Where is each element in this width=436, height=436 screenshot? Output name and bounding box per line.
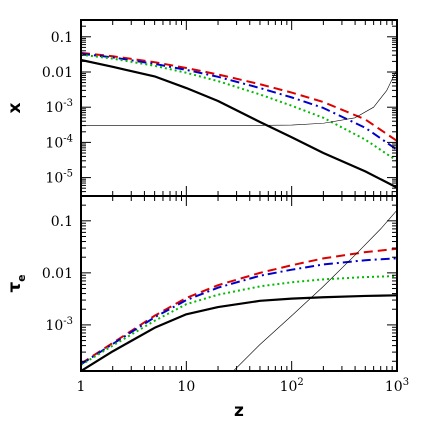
series-line-4 [81, 58, 397, 189]
plot-frame [80, 19, 398, 197]
x-axis-title: z [234, 401, 244, 421]
y-axis-title: x [5, 102, 25, 113]
x-tick-label: 10 [177, 379, 195, 395]
series-line-2 [81, 257, 397, 366]
y-tick-label: 10-3 [45, 98, 73, 116]
plot-frame [80, 195, 398, 372]
y-tick-label: 0.01 [42, 65, 73, 81]
series-line-1 [81, 247, 397, 365]
series-line-5 [81, 69, 397, 126]
x-tick-label: 103 [385, 377, 409, 395]
y-axis-title: τe [5, 274, 28, 292]
y-tick-label: 10-5 [45, 169, 73, 187]
x-tick-label: 1 [77, 379, 86, 395]
y-tick-label: 10-3 [45, 316, 73, 334]
series-line-5 [233, 210, 397, 371]
y-tick-label: 10-4 [45, 133, 73, 151]
y-tick-label: 0.1 [51, 30, 73, 46]
top-panel: 0.1 0.01 10-3 10-4 10-5 x [5, 19, 398, 197]
series-line-1 [81, 51, 397, 142]
bottom-panel: 0.1 0.01 10-3 1 10 102 103 τe z [5, 195, 409, 421]
series-line-4 [81, 294, 397, 371]
y-tick-label: 0.01 [42, 266, 73, 282]
series-line-3 [81, 53, 397, 162]
x-tick-label: 102 [280, 377, 304, 395]
series-line-3 [81, 275, 397, 366]
y-tick-label: 0.1 [51, 214, 73, 230]
series-line-2 [81, 52, 397, 151]
